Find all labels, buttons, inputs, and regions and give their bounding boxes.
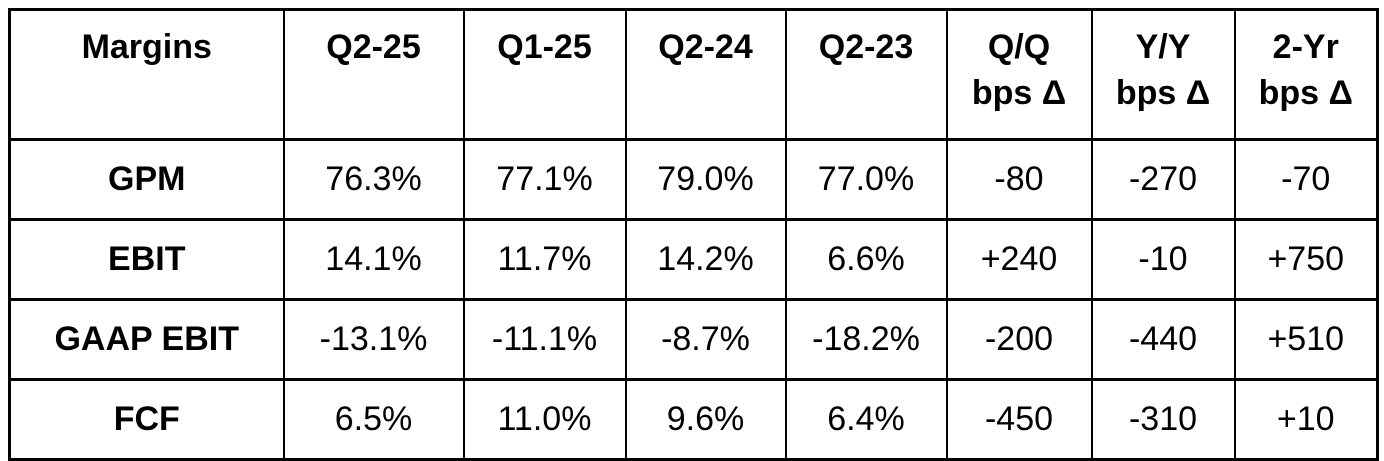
cell-value: -310 <box>1090 378 1236 461</box>
header-row: Margins Q2-25 Q1-25 Q2-24 Q2-23 Q/Q bps … <box>8 8 1379 141</box>
row-label: FCF <box>8 378 285 461</box>
margins-table: Margins Q2-25 Q1-25 Q2-24 Q2-23 Q/Q bps … <box>8 8 1379 461</box>
cell-value: -13.1% <box>282 298 465 381</box>
header-label: Margins <box>81 28 212 66</box>
cell-value: 11.0% <box>462 378 627 461</box>
cell-value: 79.0% <box>624 138 787 221</box>
cell-value: -8.7% <box>624 298 787 381</box>
table-row-gaap-ebit: GAAP EBIT -13.1% -11.1% -8.7% -18.2% -20… <box>8 298 1379 381</box>
cell-value: 11.7% <box>462 218 627 301</box>
header-cell-q1-25: Q1-25 <box>462 8 627 141</box>
header-cell-2yr-bps-delta: 2-Yr bps Δ <box>1233 8 1379 141</box>
header-label: Q2-25 <box>326 28 421 66</box>
header-label-line2: bps Δ <box>971 74 1067 112</box>
header-cell-qq-bps-delta: Q/Q bps Δ <box>945 8 1093 141</box>
header-label-line1: Q/Q <box>987 28 1051 66</box>
cell-value: 76.3% <box>282 138 465 221</box>
header-label: Q2-23 <box>818 28 914 66</box>
cell-value: -440 <box>1090 298 1236 381</box>
cell-value: -18.2% <box>784 298 948 381</box>
cell-value: 9.6% <box>624 378 787 461</box>
cell-value: -80 <box>945 138 1093 221</box>
cell-value: 6.4% <box>784 378 948 461</box>
cell-value: 77.1% <box>462 138 627 221</box>
header-label-line1: Y/Y <box>1135 28 1191 66</box>
header-cell-q2-24: Q2-24 <box>624 8 787 141</box>
table-row-fcf: FCF 6.5% 11.0% 9.6% 6.4% -450 -310 +10 <box>8 378 1379 461</box>
header-cell-margins: Margins <box>8 8 285 141</box>
row-label: EBIT <box>8 218 285 301</box>
cell-value: +240 <box>945 218 1093 301</box>
cell-value: +10 <box>1233 378 1379 461</box>
table-row-ebit: EBIT 14.1% 11.7% 14.2% 6.6% +240 -10 +75… <box>8 218 1379 301</box>
header-label: Q2-24 <box>658 28 753 66</box>
cell-value: 14.2% <box>624 218 787 301</box>
cell-value: -11.1% <box>462 298 627 381</box>
row-label: GPM <box>8 138 285 221</box>
header-cell-yy-bps-delta: Y/Y bps Δ <box>1090 8 1236 141</box>
header-label-line1: 2-Yr <box>1272 28 1339 66</box>
cell-value: -270 <box>1090 138 1236 221</box>
header-label-line2: bps Δ <box>1258 74 1353 112</box>
cell-value: 6.5% <box>282 378 465 461</box>
page-background: Margins Q2-25 Q1-25 Q2-24 Q2-23 Q/Q bps … <box>8 8 1379 461</box>
header-label: Q1-25 <box>497 28 592 66</box>
cell-value: -200 <box>945 298 1093 381</box>
cell-value: 6.6% <box>784 218 948 301</box>
header-cell-q2-23: Q2-23 <box>784 8 948 141</box>
table-row-gpm: GPM 76.3% 77.1% 79.0% 77.0% -80 -270 -70 <box>8 138 1379 221</box>
cell-value: -70 <box>1233 138 1379 221</box>
cell-value: 77.0% <box>784 138 948 221</box>
cell-value: 14.1% <box>282 218 465 301</box>
header-cell-q2-25: Q2-25 <box>282 8 465 141</box>
cell-value: -450 <box>945 378 1093 461</box>
row-label: GAAP EBIT <box>8 298 285 381</box>
cell-value: -10 <box>1090 218 1236 301</box>
cell-value: +750 <box>1233 218 1379 301</box>
cell-value: +510 <box>1233 298 1379 381</box>
header-label-line2: bps Δ <box>1115 74 1211 112</box>
